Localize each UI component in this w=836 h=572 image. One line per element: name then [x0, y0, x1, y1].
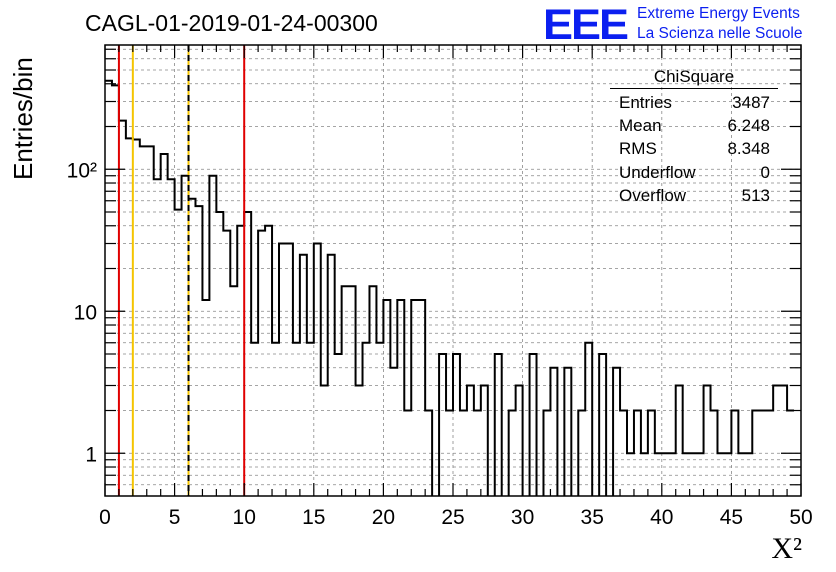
- stats-label: Underflow: [619, 162, 696, 182]
- page-title: CAGL-01-2019-01-24-00300: [85, 10, 378, 36]
- x-tick-label: 40: [650, 506, 673, 529]
- stats-label: Entries: [619, 93, 672, 112]
- x-axis-label-text: X²: [771, 532, 802, 565]
- x-tick-label: 5: [169, 506, 181, 529]
- x-tick-label: 35: [581, 506, 604, 529]
- stats-value: 8.348: [727, 139, 770, 159]
- stats-row: Mean 6.248: [610, 114, 778, 137]
- x-tick-label: 10: [233, 506, 256, 529]
- x-tick-label: 0: [99, 506, 111, 529]
- stats-row: Entries 3487: [610, 91, 778, 114]
- y-axis-label: Entries/bin: [8, 57, 38, 180]
- eee-logo: EEE: [543, 0, 629, 49]
- x-tick-label: 30: [511, 506, 534, 529]
- x-axis-label: X²: [771, 532, 802, 566]
- org-name: Extreme Energy Events: [637, 5, 800, 22]
- stats-value: 3487: [732, 93, 770, 112]
- x-tick-label: 15: [302, 506, 325, 529]
- stats-value: 6.248: [727, 116, 770, 136]
- stats-row: Underflow 0: [610, 161, 778, 184]
- org-subtitle: La Scienza nelle Scuole: [637, 25, 803, 42]
- stats-value: 0: [760, 162, 770, 182]
- stats-label: Mean: [619, 116, 662, 136]
- stats-value: 513: [741, 185, 770, 205]
- x-tick-label: 45: [720, 506, 743, 529]
- stats-label: Overflow: [619, 185, 687, 205]
- stats-row: RMS 8.348: [610, 137, 778, 160]
- y-tick-label: 10²: [67, 159, 97, 182]
- stats-row: Overflow 513: [610, 184, 778, 207]
- x-tick-label: 20: [372, 506, 395, 529]
- y-tick-label: 10: [74, 301, 97, 324]
- histogram-series: [105, 79, 795, 496]
- x-tick-label: 25: [441, 506, 464, 529]
- y-tick-label: 1: [85, 443, 97, 466]
- stats-box: ChiSquare Entries 3487 Mean 6.248 RMS 8.348…: [610, 67, 778, 207]
- stats-box-title: ChiSquare: [610, 67, 778, 89]
- stats-label: RMS: [619, 139, 657, 159]
- x-tick-label: 50: [789, 506, 812, 529]
